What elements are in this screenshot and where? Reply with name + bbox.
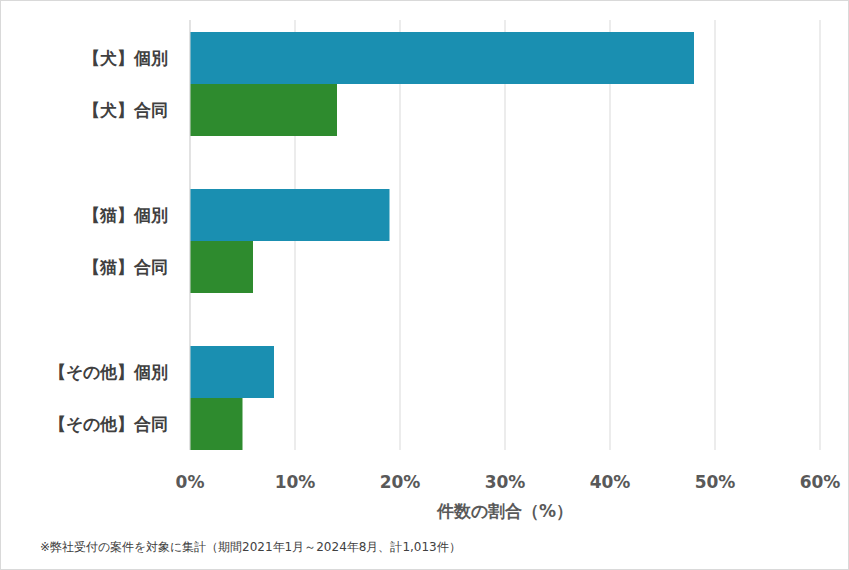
footnote: ※弊社受付の案件を対象に集計（期間2021年1月～2024年8月、計1,013件… — [40, 540, 461, 554]
grid-line — [820, 20, 821, 450]
bar — [190, 398, 243, 450]
category-label: 【犬】個別 — [83, 48, 168, 68]
tick-label: 0% — [176, 472, 205, 492]
chart-border — [1, 1, 849, 570]
bar — [190, 346, 274, 398]
tick-label: 30% — [485, 472, 526, 492]
x-axis-title: 件数の割合（%） — [436, 501, 573, 521]
category-label: 【猫】個別 — [83, 205, 168, 225]
category-label: 【その他】合同 — [49, 414, 168, 434]
category-label: 【犬】合同 — [83, 100, 168, 120]
grid-line — [505, 20, 506, 450]
grid-line — [190, 20, 191, 450]
tick-label: 20% — [380, 472, 421, 492]
bar — [190, 32, 694, 84]
bar — [190, 241, 253, 293]
chart: 0% 10% 20% 30% 40% 50% 60% 【犬】個別【犬】合同【猫】個別【猫】合同… — [0, 0, 849, 570]
bar — [190, 189, 390, 241]
bars — [190, 32, 694, 450]
grid-line — [715, 20, 716, 450]
tick-label: 60% — [800, 472, 841, 492]
bar — [190, 84, 337, 136]
tick-label: 50% — [695, 472, 736, 492]
category-label: 【猫】合同 — [83, 257, 168, 277]
grid — [190, 20, 820, 450]
tick-label: 40% — [590, 472, 631, 492]
grid-line — [610, 20, 611, 450]
axis-line — [190, 20, 191, 450]
tick-label: 10% — [275, 472, 316, 492]
grid-line — [400, 20, 401, 450]
category-label: 【その他】個別 — [49, 362, 168, 382]
